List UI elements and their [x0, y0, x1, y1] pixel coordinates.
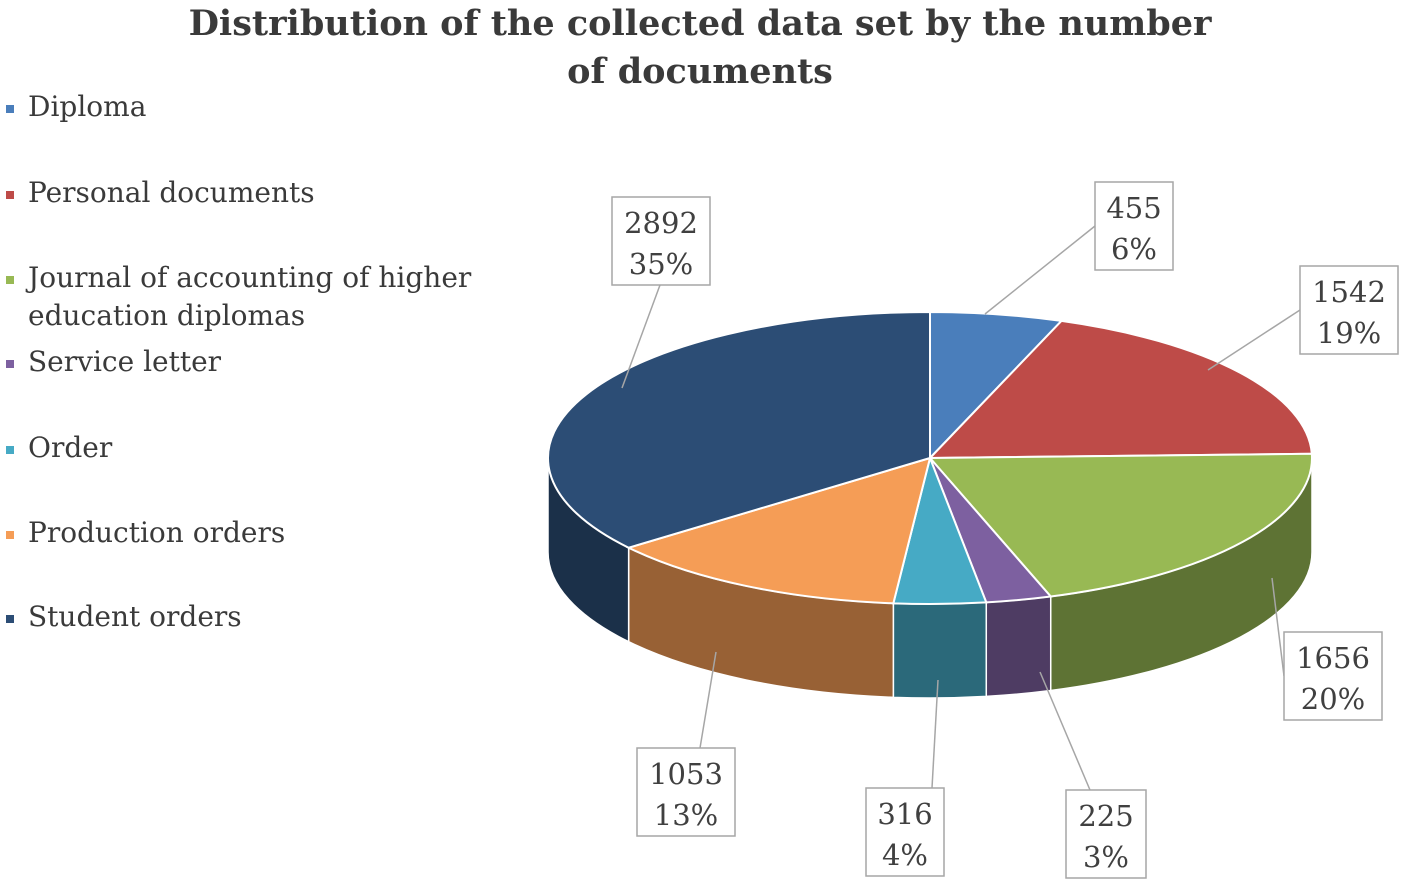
pie-tops: [547, 310, 1313, 605]
leader-line-2: [1271, 577, 1285, 677]
pie-sides: [547, 457, 1313, 699]
data-label-box-0: [1094, 181, 1174, 271]
legend-swatch-personal-documents: [6, 191, 14, 199]
data-label-box-5: [636, 747, 736, 837]
legend-label-diploma: Diploma: [28, 90, 147, 123]
legend-label-personal-documents: Personal documents: [28, 176, 315, 209]
data-label-value-2: 1656: [1296, 641, 1370, 675]
data-label-percent-1: 19%: [1317, 316, 1381, 350]
legend-swatch-service-letter: [6, 360, 14, 368]
legend-label-journal: Journal of accounting of higher educatio…: [28, 261, 472, 332]
data-label-box-3: [1065, 789, 1147, 879]
data-label-value-3: 225: [1078, 799, 1133, 833]
legend-swatch-journal: [6, 276, 14, 284]
legend-swatch-diploma: [6, 105, 14, 113]
legend-label-service-letter: Service letter: [28, 345, 222, 378]
data-label-percent-0: 6%: [1111, 232, 1157, 266]
leader-line-5: [699, 651, 717, 749]
legend-label-student-orders: Student orders: [28, 600, 242, 633]
pie-side-4: [892, 601, 988, 699]
leader-line-6: [621, 284, 661, 389]
pie-slice-1: [927, 319, 1313, 460]
pie-slice-0: [929, 310, 1064, 461]
chart-title: Distribution of the collected data set b…: [188, 3, 1212, 92]
leader-line-3: [1039, 671, 1091, 791]
data-label-percent-3: 3%: [1083, 840, 1129, 874]
legend-swatch-student-orders: [6, 615, 14, 623]
legend-swatch-order: [6, 446, 14, 454]
pie-slice-5: [625, 456, 932, 605]
data-label-percent-6: 35%: [629, 247, 693, 281]
leader-line-1: [1207, 309, 1301, 371]
data-labels: 455 6% 1542 19% 1656 20% 225 3% 316 4% 1053 13% 2892…: [611, 181, 1399, 879]
data-label-box-1: [1299, 265, 1399, 355]
legend-swatch-production-orders: [6, 531, 14, 539]
data-label-value-5: 1053: [649, 757, 723, 791]
legend-label-production-orders: Production orders: [28, 516, 286, 549]
data-label-box-4: [865, 787, 945, 877]
data-label-percent-4: 4%: [882, 838, 928, 872]
data-label-box-2: [1283, 631, 1383, 721]
data-label-box-6: [611, 196, 711, 286]
pie-side-3: [985, 595, 1052, 698]
data-label-percent-5: 13%: [654, 798, 718, 832]
data-label-value-0: 455: [1106, 191, 1161, 225]
leader-line-4: [931, 679, 939, 789]
data-label-value-1: 1542: [1312, 275, 1386, 309]
pie-slice-2: [927, 452, 1313, 598]
leader-line-0: [984, 225, 1096, 315]
data-label-percent-2: 20%: [1301, 682, 1365, 716]
data-label-value-6: 2892: [624, 206, 698, 240]
data-label-value-4: 316: [877, 797, 932, 831]
legend-label-order: Order: [28, 431, 113, 464]
pie-slice-6: [547, 310, 931, 549]
